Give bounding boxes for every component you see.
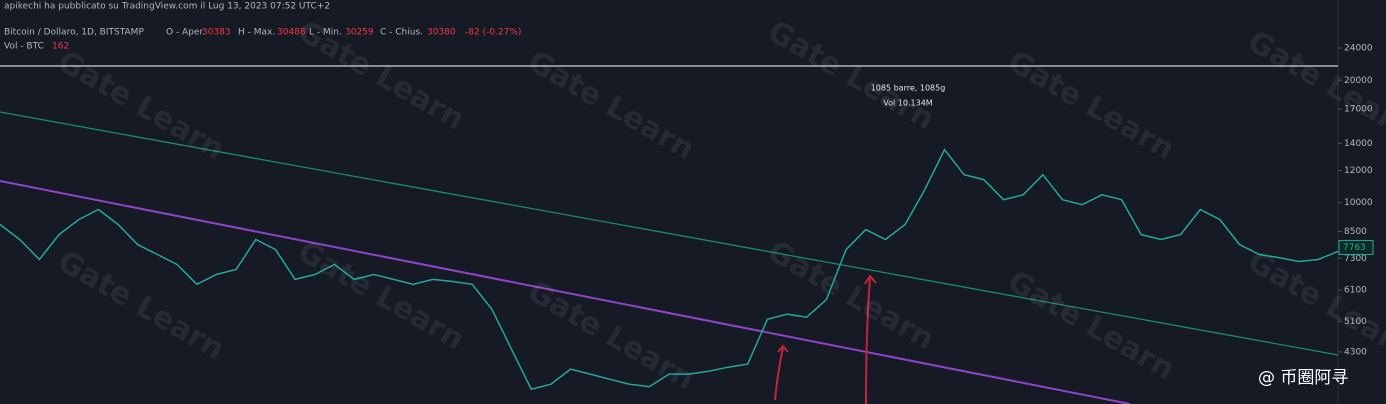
y-tick-label: 12000	[1344, 166, 1373, 176]
last-price-tag	[1338, 239, 1374, 255]
y-tick-label: 24000	[1344, 44, 1373, 54]
purple-trendline	[0, 180, 1131, 404]
y-tick-label: 4300	[1344, 347, 1367, 357]
y-tick-label: 14000	[1344, 139, 1373, 149]
red-arrow	[774, 344, 789, 401]
open-label: O - Aper.	[166, 28, 205, 38]
y-tick-label: 17000	[1344, 104, 1373, 114]
volume-label: Vol - BTC	[4, 42, 44, 52]
open-value: 30383	[202, 28, 231, 38]
plot: 24000 20000 17000 14000 12000 10000 8500 7300 61…	[0, 44, 1374, 391]
annotation: Vol 10.134M	[883, 99, 933, 108]
red-arrow	[864, 274, 877, 404]
y-tick-label: 7300	[1344, 254, 1367, 264]
high-label: H - Max.	[238, 28, 275, 38]
annotation: 1085 barre, 1085g	[871, 84, 946, 93]
low-value: 30259	[345, 28, 374, 38]
price-line	[0, 148, 1339, 391]
publisher: apikechi ha pubblicato su TradingView.co…	[4, 2, 330, 12]
y-tick-label: 5100	[1344, 317, 1367, 327]
low-label: L - Min.	[309, 28, 342, 38]
last-price-label: 7763	[1343, 243, 1366, 253]
volume-value: 162	[52, 42, 69, 52]
close-value: 30380	[427, 28, 456, 38]
green-trendline	[0, 111, 1339, 356]
close-label: C - Chius.	[380, 28, 423, 38]
signature: @ 币圈阿寻	[1258, 368, 1348, 388]
y-tick-label: 20000	[1344, 76, 1373, 86]
symbol: Bitcoin / Dollaro, 1D, BITSTAMP	[4, 28, 144, 38]
y-tick-label: 6100	[1344, 286, 1367, 296]
change: -82 (-0.27%)	[465, 28, 521, 38]
high-value: 30488	[277, 28, 306, 38]
y-tick-label: 8500	[1344, 227, 1367, 237]
y-tick-label: 10000	[1344, 198, 1373, 208]
